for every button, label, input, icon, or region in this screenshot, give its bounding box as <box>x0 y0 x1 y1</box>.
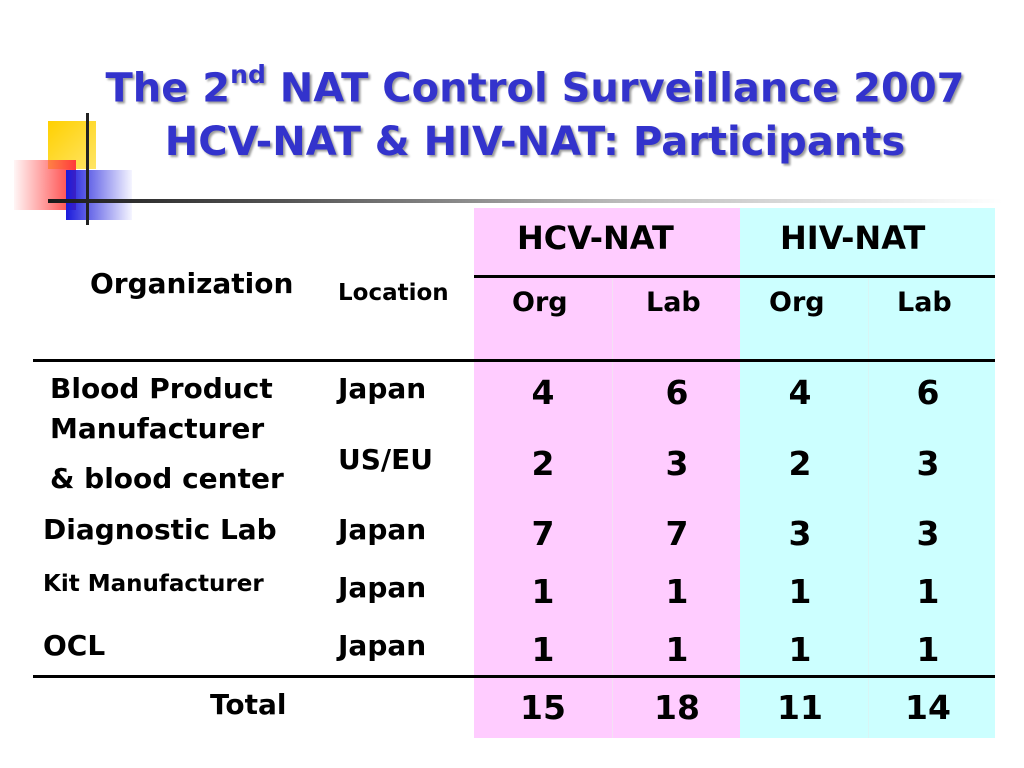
table-cell: 1 <box>665 630 689 669</box>
org-blood-product-line-3: & blood center <box>50 462 284 495</box>
table-cell: 2 <box>531 444 555 483</box>
header-hiv-org: Org <box>769 287 825 318</box>
total-cell: 15 <box>520 688 566 727</box>
org-blood-product-line-1: Blood Product <box>50 372 273 405</box>
org-blood-product-line-2: Manufacturer <box>50 412 265 445</box>
table-cell: 1 <box>665 572 689 611</box>
title-underline <box>48 199 1003 203</box>
total-label: Total <box>210 688 287 721</box>
org-diagnostic-lab: Diagnostic Lab <box>43 513 277 546</box>
table-cell: 3 <box>665 444 689 483</box>
slide-title: The 2nd NAT Control Surveillance 2007 HC… <box>60 52 1010 169</box>
title-line-1: The 2nd NAT Control Surveillance 2007 <box>105 60 965 112</box>
table-cell: 1 <box>531 572 555 611</box>
location-japan: Japan <box>338 629 427 662</box>
table-cell: 1 <box>788 630 812 669</box>
table-cell: 1 <box>916 572 940 611</box>
table-cell: 4 <box>531 373 555 412</box>
location-japan: Japan <box>338 513 427 546</box>
decor-blue-block <box>66 170 132 220</box>
header-hcv-nat: HCV-NAT <box>517 219 674 257</box>
table-cell: 4 <box>788 373 812 412</box>
header-rule <box>33 359 995 362</box>
table-cell: 7 <box>665 514 689 553</box>
header-hiv-lab: Lab <box>897 287 952 318</box>
table-cell: 3 <box>916 444 940 483</box>
header-hiv-nat: HIV-NAT <box>780 219 926 257</box>
header-location: Location <box>338 280 449 306</box>
header-hcv-org: Org <box>512 287 568 318</box>
table-cell: 1 <box>531 630 555 669</box>
org-kit-manufacturer: Kit Manufacturer <box>43 571 264 597</box>
header-group-rule <box>474 275 995 278</box>
hcv-column-background <box>474 208 740 738</box>
table-cell: 6 <box>665 373 689 412</box>
hiv-column-background <box>740 208 995 738</box>
total-cell: 18 <box>654 688 700 727</box>
column-divider <box>612 278 613 738</box>
header-organization: Organization <box>90 267 294 300</box>
header-hcv-lab: Lab <box>646 287 701 318</box>
org-ocl: OCL <box>43 629 106 662</box>
table-cell: 1 <box>916 630 940 669</box>
table-cell: 3 <box>788 514 812 553</box>
table-cell: 1 <box>788 572 812 611</box>
total-rule <box>33 675 995 678</box>
column-divider <box>868 278 869 738</box>
location-us-eu: US/EU <box>338 443 433 476</box>
title-line-2: HCV-NAT & HIV-NAT: Participants <box>164 119 906 166</box>
location-japan: Japan <box>338 372 427 405</box>
table-cell: 7 <box>531 514 555 553</box>
decor-vertical-line <box>86 113 89 225</box>
table-cell: 3 <box>916 514 940 553</box>
table-cell: 2 <box>788 444 812 483</box>
table-cell: 6 <box>916 373 940 412</box>
total-cell: 11 <box>777 688 823 727</box>
location-japan: Japan <box>338 571 427 604</box>
total-cell: 14 <box>905 688 951 727</box>
